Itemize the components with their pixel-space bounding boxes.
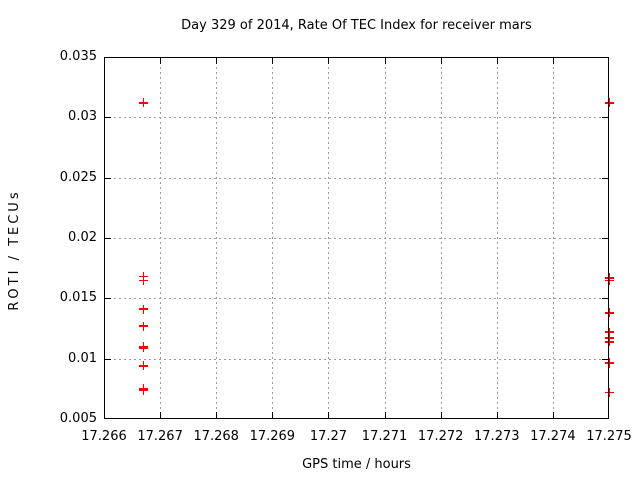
- data-point-marker: [604, 308, 614, 318]
- x-tick-bottom: [160, 412, 162, 418]
- x-tick-top: [272, 58, 274, 64]
- data-point-marker: [138, 304, 148, 314]
- y-tick-left: [105, 238, 111, 239]
- data-point-marker: [138, 98, 148, 108]
- y-tick-label: 0.01: [68, 350, 97, 366]
- y-tick-label: 0.03: [68, 109, 97, 125]
- y-tick-label: 0.035: [59, 49, 97, 64]
- marker-vertical-bar: [142, 275, 145, 285]
- y-tick-right: [602, 238, 608, 239]
- x-tick-bottom: [328, 412, 330, 418]
- x-tick-label: 17.268: [193, 429, 239, 444]
- x-tick-label: 17.266: [81, 429, 127, 444]
- x-tick-top: [384, 58, 386, 64]
- marker-vertical-bar: [608, 327, 610, 337]
- y-gridline: [104, 358, 609, 360]
- marker-vertical-bar: [142, 343, 145, 353]
- marker-vertical-bar: [608, 358, 610, 368]
- x-tick-top: [328, 58, 330, 64]
- x-tick-top: [496, 58, 498, 64]
- x-tick-label: 17.267: [137, 429, 183, 444]
- data-point-marker: [604, 337, 614, 347]
- x-tick-label: 17.272: [417, 429, 464, 444]
- data-point-marker: [138, 343, 148, 353]
- marker-vertical-bar: [142, 385, 145, 395]
- x-tick-bottom: [496, 412, 498, 418]
- data-point-marker: [138, 361, 148, 371]
- data-point-marker: [604, 387, 614, 397]
- chart-title: Day 329 of 2014, Rate Of TEC Index for r…: [181, 18, 532, 33]
- y-gridline: [104, 298, 609, 300]
- y-tick-right: [602, 358, 608, 360]
- marker-vertical-bar: [608, 98, 610, 108]
- y-gridline: [104, 177, 609, 179]
- y-tick-label: 0.005: [59, 411, 97, 426]
- x-tick-label: 17.27: [309, 429, 348, 444]
- marker-vertical-bar: [608, 387, 610, 397]
- y-tick-right: [602, 298, 608, 300]
- marker-vertical-bar: [608, 275, 610, 285]
- y-tick-left: [105, 298, 111, 300]
- x-tick-top: [440, 58, 442, 64]
- x-tick-bottom: [384, 412, 386, 418]
- x-tick-top: [216, 58, 218, 64]
- x-tick-label: 17.271: [361, 429, 408, 444]
- x-tick-bottom: [440, 412, 442, 418]
- y-tick-label: 0.025: [59, 169, 97, 185]
- marker-vertical-bar: [608, 308, 610, 318]
- data-point-marker: [604, 327, 614, 337]
- x-tick-label: 17.275: [586, 429, 632, 444]
- x-tick-label: 17.274: [530, 429, 576, 444]
- x-tick-bottom: [272, 412, 274, 418]
- y-gridline: [104, 238, 609, 239]
- x-tick-top: [160, 58, 162, 64]
- data-point-marker: [138, 275, 148, 285]
- y-tick-right: [602, 117, 608, 119]
- y-tick-left: [105, 177, 111, 179]
- data-point-marker: [604, 358, 614, 368]
- plot-frame: [104, 57, 609, 419]
- data-point-marker: [138, 385, 148, 395]
- y-tick-left: [105, 117, 111, 119]
- y-gridline: [104, 117, 609, 119]
- data-point-marker: [604, 98, 614, 108]
- marker-vertical-bar: [142, 304, 145, 314]
- y-tick-right: [602, 177, 608, 179]
- data-point-marker: [138, 321, 148, 331]
- y-tick-left: [105, 358, 111, 360]
- y-tick-label: 0.015: [59, 290, 97, 306]
- data-point-marker: [604, 275, 614, 285]
- marker-vertical-bar: [142, 361, 145, 371]
- y-tick-label: 0.02: [68, 230, 97, 245]
- marker-vertical-bar: [608, 337, 610, 347]
- x-tick-label: 17.273: [474, 429, 520, 444]
- x-tick-top: [552, 58, 554, 64]
- x-tick-bottom: [216, 412, 218, 418]
- x-tick-label: 17.269: [249, 429, 296, 444]
- x-tick-bottom: [552, 412, 554, 418]
- marker-vertical-bar: [142, 321, 145, 331]
- x-axis-title: GPS time / hours: [302, 457, 411, 472]
- marker-vertical-bar: [142, 98, 145, 108]
